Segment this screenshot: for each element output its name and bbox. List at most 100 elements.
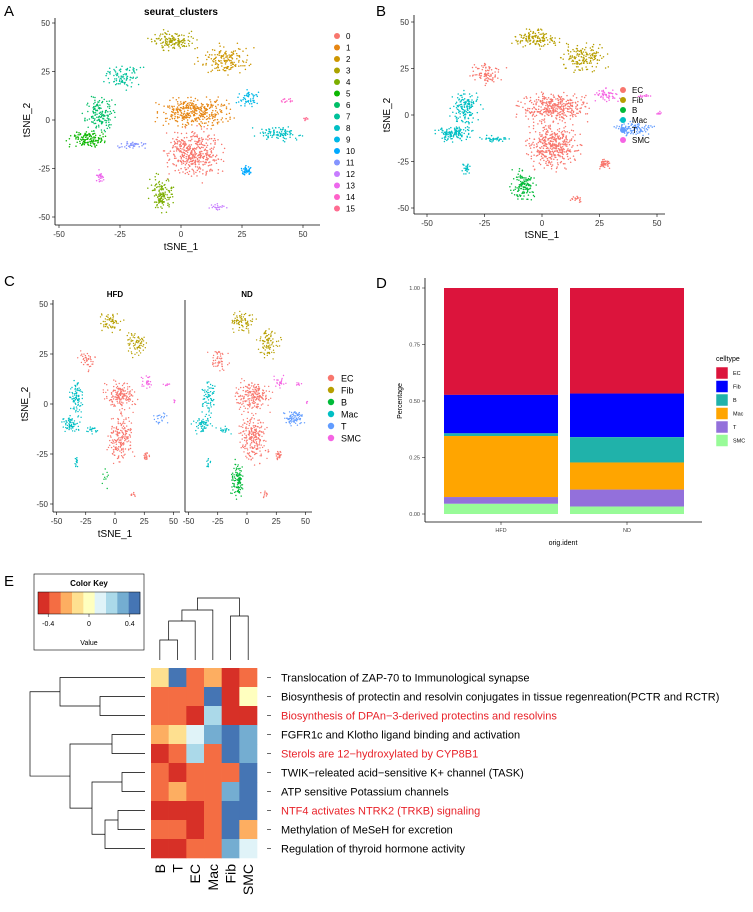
cell-point: [463, 97, 466, 100]
cell-point: [184, 126, 187, 129]
cell-point: [470, 106, 472, 109]
panel-c-hfd-x-tick-label: -50: [51, 517, 63, 526]
cell-point: [469, 165, 471, 167]
cell-point-nd: [251, 385, 253, 387]
cell-point: [216, 121, 219, 124]
cell-point-nd: [238, 315, 241, 317]
cell-point-hfd: [112, 442, 114, 444]
cell-point-hfd: [113, 449, 115, 451]
cell-point-nd: [241, 329, 244, 331]
cell-point: [546, 113, 548, 116]
cell-point: [132, 67, 134, 69]
cell-point-nd: [250, 324, 252, 326]
cell-point: [193, 133, 195, 135]
cell-point: [207, 139, 209, 141]
cell-point-hfd: [133, 334, 135, 336]
cell-point: [179, 145, 181, 148]
cell-point: [204, 54, 207, 56]
panel-a-x-tick-label: 0: [179, 230, 184, 239]
cell-point-nd: [271, 391, 274, 393]
cell-point: [210, 128, 212, 130]
cell-point-nd: [239, 395, 241, 398]
cell-point-hfd: [124, 433, 127, 436]
cell-point: [212, 148, 215, 150]
cell-point: [97, 119, 100, 121]
cell-point: [636, 123, 639, 125]
cell-point: [471, 105, 474, 108]
cell-point: [98, 107, 101, 110]
cell-point: [84, 139, 87, 141]
cell-point: [554, 42, 556, 44]
cell-point-hfd: [124, 393, 126, 395]
cell-point: [86, 134, 88, 137]
cell-point: [576, 48, 579, 50]
cell-point: [78, 132, 80, 134]
cell-point: [198, 118, 200, 120]
cell-point-nd: [272, 341, 274, 343]
cell-point: [187, 164, 190, 166]
cell-point: [615, 127, 617, 129]
cell-point: [181, 153, 184, 156]
cell-point: [564, 125, 567, 128]
cell-point-nd: [248, 394, 250, 396]
cell-point: [638, 124, 640, 126]
cell-point: [92, 112, 95, 114]
cell-point-nd: [252, 425, 254, 427]
cell-point: [562, 141, 565, 144]
cell-point: [154, 176, 156, 178]
cell-point: [552, 142, 554, 145]
cell-point-nd: [262, 440, 265, 442]
panel-c-xlabel: tSNE_1: [98, 529, 133, 540]
cell-point: [631, 120, 634, 123]
cell-point-hfd: [111, 396, 113, 398]
cell-point: [536, 154, 539, 157]
cell-point: [202, 172, 204, 175]
cell-point: [532, 37, 534, 40]
cell-point: [534, 35, 536, 37]
cell-point: [237, 61, 240, 63]
cell-point: [166, 44, 168, 46]
legend-label-cluster-12: 12: [346, 170, 355, 179]
cell-point-hfd: [114, 454, 116, 456]
cell-point: [277, 137, 279, 140]
cell-point: [455, 107, 458, 109]
cell-point: [525, 184, 528, 187]
cell-point: [249, 99, 252, 102]
legend-swatch-cluster-14: [334, 194, 340, 200]
cell-point-hfd: [115, 433, 118, 435]
cell-point: [593, 56, 596, 58]
cell-point-hfd: [117, 438, 120, 440]
cell-point: [164, 117, 167, 120]
cell-point-nd: [248, 314, 250, 317]
cell-point: [549, 128, 552, 130]
cell-point: [472, 101, 475, 104]
cell-point: [452, 111, 454, 113]
cell-point: [164, 32, 167, 35]
cell-point: [184, 142, 186, 145]
cell-point: [216, 123, 219, 125]
cell-point-hfd: [118, 437, 120, 439]
cell-point: [155, 183, 157, 186]
cell-point: [161, 185, 164, 188]
cell-point: [557, 151, 560, 154]
panel-label-a: A: [4, 3, 14, 20]
legend-swatch-t: [620, 127, 626, 133]
cell-point: [571, 55, 574, 57]
cell-point: [567, 53, 570, 55]
cell-point: [218, 121, 220, 123]
cell-point: [188, 32, 190, 35]
cell-point: [129, 66, 131, 69]
cell-point: [242, 96, 245, 99]
cell-point: [483, 75, 486, 78]
cell-point: [468, 102, 471, 105]
cell-point: [208, 56, 210, 58]
cell-point: [174, 131, 176, 134]
cell-point-nd: [245, 391, 247, 393]
cell-point: [151, 189, 154, 192]
cell-point: [242, 98, 244, 101]
cell-point-nd: [242, 386, 245, 389]
cell-point: [94, 122, 97, 125]
cell-point: [216, 209, 219, 211]
cell-point: [174, 119, 177, 122]
cell-point-hfd: [105, 478, 107, 480]
